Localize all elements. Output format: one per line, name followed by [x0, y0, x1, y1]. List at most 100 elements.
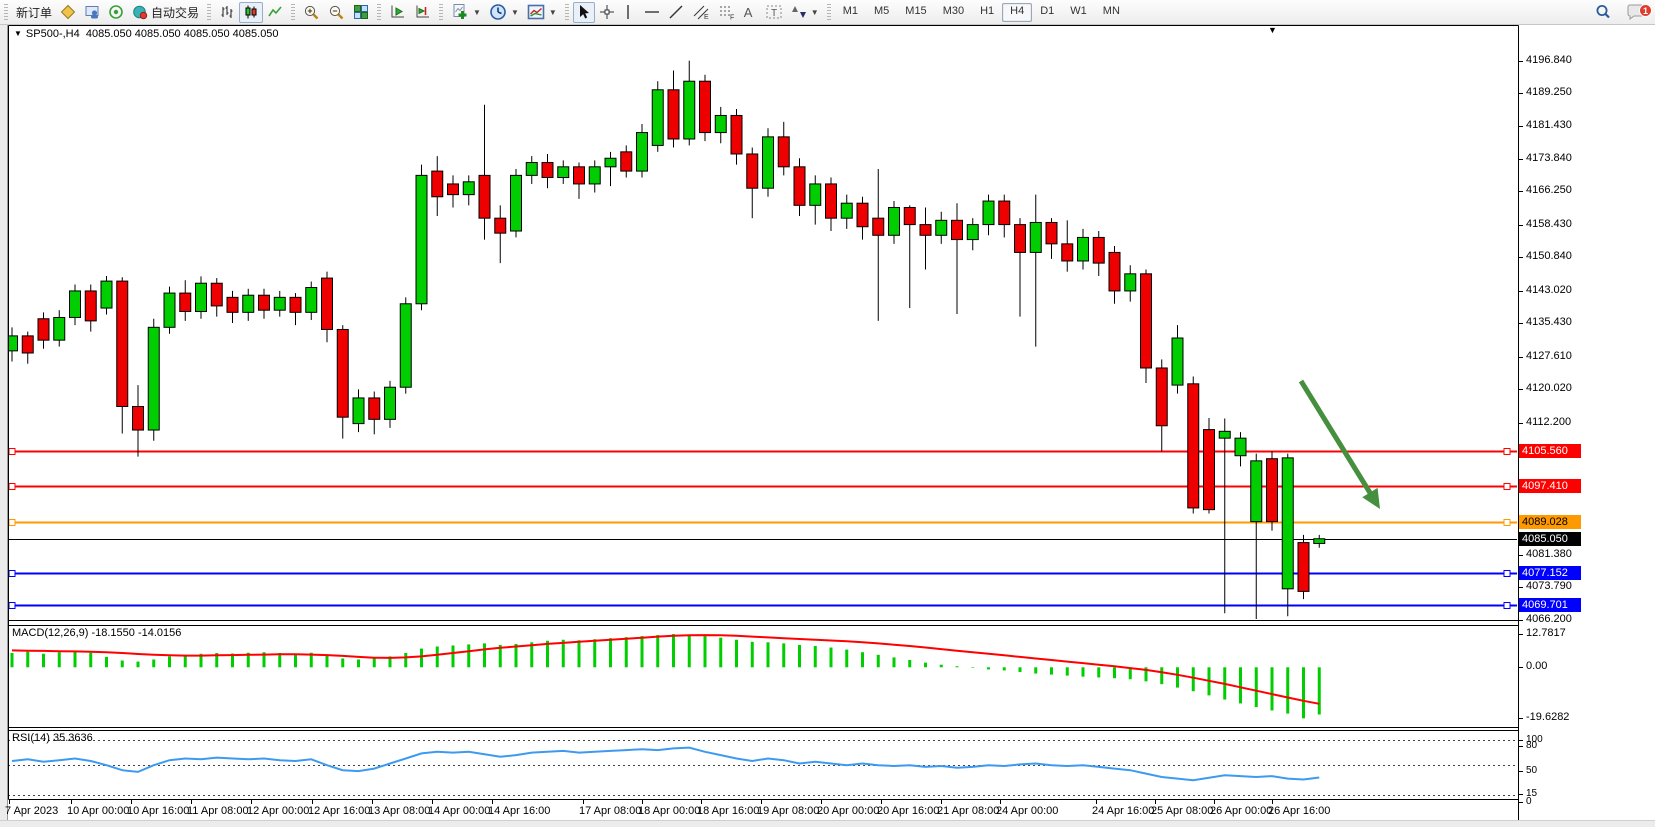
- right-toolbar-group: 1: [1590, 0, 1652, 25]
- candlestick-chart-icon: [243, 4, 259, 20]
- rsi-pane-header: RSI(14) 35.3636: [12, 732, 93, 744]
- line-handle[interactable]: [9, 483, 16, 490]
- periods-dropdown-caret[interactable]: ▼: [510, 7, 519, 17]
- timeframe-m30-button[interactable]: M30: [942, 4, 965, 17]
- line-handle[interactable]: [9, 519, 16, 526]
- timeframe-h4-button[interactable]: H4: [1002, 2, 1033, 22]
- toolbar-drag-handle[interactable]: [826, 4, 831, 20]
- bar-chart-icon: [219, 4, 235, 20]
- rsi-axis-label: 0: [1526, 796, 1532, 807]
- line-handle[interactable]: [1503, 570, 1511, 577]
- line-handle[interactable]: [1503, 448, 1511, 455]
- trendline-icon: [668, 4, 684, 20]
- annotation-arrow-line[interactable]: [1298, 379, 1375, 498]
- date-axis-label: 11 Apr 08:00: [187, 805, 249, 817]
- toolbar-drag-handle[interactable]: [4, 4, 8, 20]
- symbol-period-label: SP500-,H4: [25, 28, 80, 40]
- chart-symbol-title[interactable]: ▼ SP500-,H4 4085.050 4085.050 4085.050 40…: [14, 28, 279, 40]
- navigator-icon: [84, 4, 100, 20]
- fibonacci-tool-button[interactable]: F: [714, 2, 740, 23]
- zoom-out-button[interactable]: [324, 2, 349, 23]
- annotation-arrow-head[interactable]: [1362, 487, 1380, 509]
- indicators-button[interactable]: ▼: [447, 2, 485, 23]
- candle-body: [1203, 429, 1215, 511]
- auto-trading-button[interactable]: 自动交易: [128, 2, 203, 23]
- candle-body: [699, 80, 711, 134]
- timeframe-d1-button[interactable]: D1: [1040, 4, 1055, 17]
- toolbar-drag-handle[interactable]: [564, 4, 569, 20]
- macd-axis-label: 12.7817: [1526, 627, 1566, 640]
- templates-button[interactable]: ▼: [523, 2, 561, 23]
- chevron-down-icon: ▼: [14, 29, 22, 38]
- navigator-button[interactable]: [80, 2, 104, 23]
- horizontal-line-icon: [644, 7, 660, 17]
- toolbar-drag-handle[interactable]: [291, 4, 296, 20]
- line-handle[interactable]: [1503, 483, 1511, 490]
- candle-body: [210, 282, 223, 307]
- line-chart-button[interactable]: [263, 2, 287, 23]
- date-axis-label: 26 Apr 00:00: [1210, 805, 1273, 817]
- candle-body: [982, 200, 995, 226]
- text-tool-button[interactable]: A: [740, 2, 761, 23]
- arrows-dropdown-caret[interactable]: ▼: [810, 7, 819, 17]
- date-axis-label: 14 Apr 00:00: [428, 805, 491, 817]
- crosshair-tool-button[interactable]: [595, 2, 619, 23]
- timeframe-h1-button[interactable]: H1: [980, 4, 995, 17]
- date-axis-label: 21 Apr 08:00: [937, 805, 1000, 817]
- signals-button[interactable]: [104, 2, 128, 23]
- candle-body: [966, 224, 979, 241]
- indicators-dropdown-caret[interactable]: ▼: [473, 7, 481, 17]
- toolbar-drag-handle[interactable]: [377, 4, 382, 20]
- timeframe-m1-button[interactable]: M1: [842, 4, 858, 17]
- timeframe-m15-button[interactable]: M15: [905, 4, 927, 17]
- candle-body: [226, 296, 239, 313]
- cursor-tool-button[interactable]: [572, 1, 595, 23]
- zoom-group: [299, 0, 373, 25]
- toolbar-drag-handle[interactable]: [439, 4, 444, 20]
- search-button[interactable]: [1590, 2, 1616, 23]
- templates-dropdown-caret[interactable]: ▼: [548, 7, 557, 17]
- trendline-tool-button[interactable]: [664, 2, 688, 23]
- timeframe-mn-button[interactable]: MN: [1102, 4, 1120, 17]
- vertical-line-tool-button[interactable]: [619, 2, 640, 23]
- indicator-group: ▼ ▼ ▼: [447, 0, 561, 25]
- date-axis-label: 12 Apr 16:00: [308, 805, 371, 817]
- text-label-tool-button[interactable]: T: [761, 2, 787, 23]
- line-handle[interactable]: [1503, 519, 1511, 526]
- line-handle[interactable]: [9, 570, 16, 577]
- chart-shift-button[interactable]: [410, 2, 435, 23]
- toolbar-drag-handle[interactable]: [207, 4, 212, 20]
- arrows-tool-button[interactable]: ▼: [787, 2, 823, 23]
- horizontal-line-tool-button[interactable]: [640, 2, 664, 23]
- candle-body: [1234, 437, 1247, 457]
- candlestick-chart-button[interactable]: [239, 1, 264, 23]
- market-watch-button[interactable]: [56, 2, 80, 23]
- candle-body: [730, 114, 743, 155]
- candle-body: [258, 294, 270, 311]
- candle-body: [1014, 224, 1026, 253]
- periods-button[interactable]: ▼: [485, 2, 523, 23]
- price-axis-label: 4081.380: [1526, 547, 1572, 560]
- line-handle[interactable]: [1503, 602, 1511, 609]
- timeframe-w1-button[interactable]: W1: [1070, 4, 1087, 17]
- bar-chart-button[interactable]: [215, 2, 239, 23]
- line-handle[interactable]: [9, 602, 16, 609]
- equidistant-channel-tool-button[interactable]: E: [688, 2, 714, 23]
- candle-body: [368, 397, 381, 420]
- auto-scroll-button[interactable]: [385, 2, 410, 23]
- svg-text:E: E: [704, 14, 709, 20]
- candle-body: [809, 183, 822, 206]
- chart-shift-marker[interactable]: ▼: [1268, 25, 1277, 35]
- community-chat-button[interactable]: 1: [1622, 2, 1652, 23]
- price-axis-label: 4073.790: [1526, 580, 1572, 593]
- line-handle[interactable]: [9, 448, 16, 455]
- candle-body: [525, 162, 538, 176]
- timeframe-m5-button[interactable]: M5: [874, 4, 890, 17]
- new-order-button[interactable]: 新订单: [12, 2, 56, 23]
- candle-body: [179, 292, 192, 312]
- tile-windows-button[interactable]: [349, 2, 373, 23]
- objects-group: E F A T ▼: [572, 0, 823, 25]
- zoom-in-button[interactable]: [299, 2, 324, 23]
- candle-body: [399, 303, 412, 388]
